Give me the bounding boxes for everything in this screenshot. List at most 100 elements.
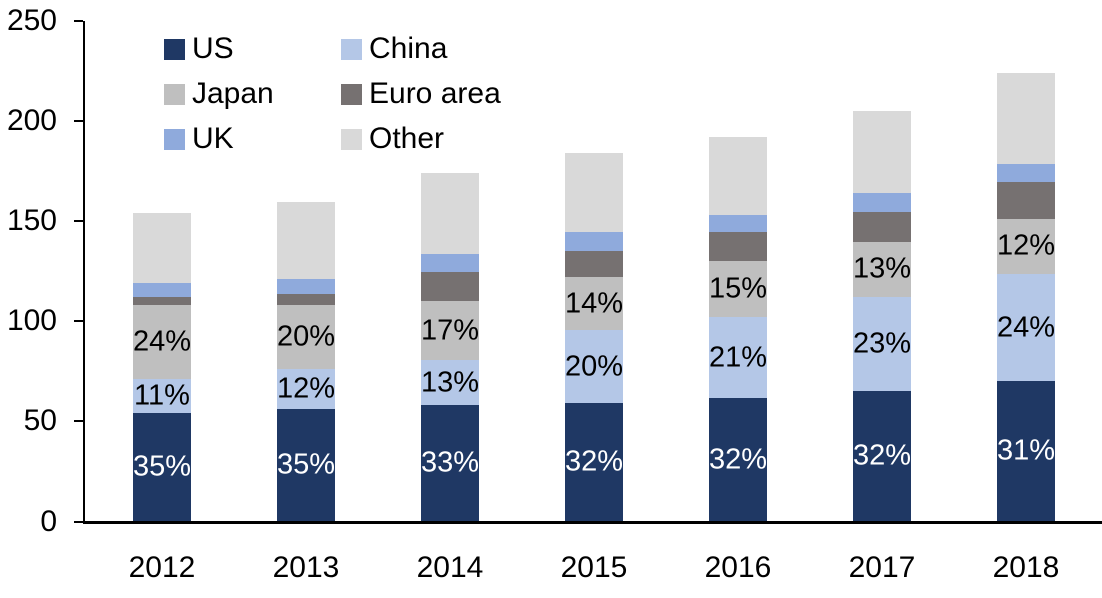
bar-segment-euro-area-2015: [565, 250, 623, 277]
bar-segment-other-2016: [709, 136, 767, 215]
bar-segment-us-2013: 35%: [277, 409, 335, 522]
bar-2017: 32% 23% 13%: [852, 110, 912, 522]
bar-segment-japan-2016: 15%: [708, 260, 768, 318]
bar-segment-euro-area-2017: [853, 211, 911, 242]
y-tick-label: 150: [6, 203, 57, 237]
y-tick-mark: [74, 19, 83, 22]
bar-segment-uk-2017: [853, 192, 911, 212]
legend-swatch-uk: [164, 128, 185, 150]
segment-label-us-2017: 32%: [852, 439, 912, 472]
y-tick-mark: [74, 420, 83, 423]
segment-label-china-2013: 12%: [276, 372, 336, 405]
x-axis-label-2016: 2016: [704, 551, 772, 584]
bar-2013: 35% 12% 20%: [276, 201, 336, 522]
bar-segment-other-2017: [853, 110, 911, 193]
bar-segment-japan-2012: 24%: [132, 305, 192, 380]
legend-item-uk: UK: [164, 124, 234, 154]
segment-label-china-2018: 24%: [996, 311, 1056, 344]
segment-label-us-2016: 32%: [708, 443, 768, 476]
legend-item-japan: Japan: [164, 79, 274, 109]
bar-segment-japan-2013: 20%: [276, 305, 336, 370]
bar-segment-other-2018: [997, 72, 1055, 164]
y-tick-label: 250: [6, 3, 57, 37]
bar-segment-uk-2013: [277, 279, 335, 295]
legend-label-euro-area: Euro area: [369, 77, 501, 110]
y-tick-mark: [74, 520, 83, 523]
segment-label-us-2015: 32%: [564, 445, 624, 478]
x-axis-label-2012: 2012: [128, 551, 196, 584]
bar-segment-other-2015: [565, 152, 623, 232]
bar-segment-china-2018: 24%: [996, 274, 1056, 382]
bar-segment-china-2013: 12%: [276, 369, 336, 410]
legend-swatch-china: [341, 38, 362, 60]
segment-label-japan-2014: 17%: [420, 314, 480, 347]
bar-segment-other-2014: [421, 172, 479, 254]
legend-label-us: US: [192, 32, 234, 65]
y-tick-mark: [74, 119, 83, 122]
bar-2018: 31% 24% 12%: [996, 72, 1056, 522]
legend-label-china: China: [369, 32, 448, 65]
bar-segment-us-2015: 32%: [564, 403, 624, 522]
segment-label-us-2014: 33%: [420, 446, 480, 479]
x-axis-label-2015: 2015: [560, 551, 628, 584]
segment-label-china-2016: 21%: [708, 341, 768, 374]
bar-2015: 32% 20% 14%: [564, 152, 624, 522]
bar-segment-other-2012: [133, 212, 191, 284]
bar-2016: 32% 21% 15%: [708, 136, 768, 522]
legend-item-euro-area: Euro area: [341, 79, 501, 109]
segment-label-japan-2018: 12%: [996, 229, 1056, 262]
bar-segment-us-2016: 32%: [708, 398, 768, 522]
x-axis-line: [83, 521, 1102, 524]
y-tick-label: 100: [6, 304, 57, 338]
segment-label-china-2014: 13%: [420, 366, 480, 399]
bar-segment-us-2014: 33%: [420, 405, 480, 522]
legend-swatch-japan: [164, 83, 185, 105]
bar-segment-us-2012: 35%: [132, 413, 192, 522]
segment-label-japan-2015: 14%: [564, 287, 624, 320]
bar-segment-china-2012: 11%: [133, 379, 191, 414]
x-axis-label-2013: 2013: [272, 551, 340, 584]
y-tick-label: 200: [6, 103, 57, 137]
bar-segment-uk-2012: [133, 283, 191, 298]
segment-label-china-2017: 23%: [852, 327, 912, 360]
bar-segment-china-2014: 13%: [420, 360, 480, 406]
bar-segment-china-2017: 23%: [852, 297, 912, 392]
bar-segment-euro-area-2013: [277, 294, 335, 306]
segment-label-us-2012: 35%: [132, 450, 192, 483]
segment-label-japan-2017: 13%: [852, 252, 912, 285]
legend-label-uk: UK: [192, 122, 234, 155]
bar-segment-china-2015: 20%: [564, 330, 624, 404]
bar-segment-japan-2018: 12%: [996, 218, 1056, 274]
bar-segment-uk-2014: [421, 253, 479, 272]
bar-2014: 33% 13% 17%: [420, 172, 480, 522]
y-axis-line: [83, 21, 85, 523]
bar-segment-other-2013: [277, 201, 335, 280]
bar-segment-japan-2014: 17%: [420, 301, 480, 361]
segment-label-japan-2016: 15%: [708, 272, 768, 305]
segment-label-china-2015: 20%: [564, 350, 624, 383]
segment-label-japan-2012: 24%: [132, 325, 192, 358]
bar-segment-euro-area-2018: [997, 181, 1055, 219]
bar-segment-euro-area-2016: [709, 231, 767, 261]
legend-item-other: Other: [341, 124, 444, 154]
bar-segment-euro-area-2012: [133, 297, 191, 306]
segment-label-us-2018: 31%: [996, 434, 1056, 467]
segment-label-china-2012: 11%: [134, 379, 190, 412]
bar-segment-uk-2015: [565, 231, 623, 251]
legend-label-other: Other: [369, 122, 445, 155]
bar-segment-us-2018: 31%: [996, 381, 1056, 522]
segment-label-japan-2013: 20%: [276, 320, 336, 353]
bar-segment-china-2016: 21%: [708, 317, 768, 399]
bar-segment-uk-2016: [709, 214, 767, 232]
legend-item-us: US: [164, 34, 234, 64]
y-tick-label: 0: [40, 504, 57, 538]
bar-segment-us-2017: 32%: [852, 391, 912, 522]
x-axis-label-2018: 2018: [992, 551, 1060, 584]
y-tick-label: 50: [23, 404, 57, 438]
bar-2012: 35% 11% 24%: [132, 212, 192, 522]
legend-item-china: China: [341, 34, 447, 64]
y-tick-mark: [74, 320, 83, 323]
legend-swatch-other: [341, 128, 362, 150]
legend-label-japan: Japan: [192, 77, 274, 110]
